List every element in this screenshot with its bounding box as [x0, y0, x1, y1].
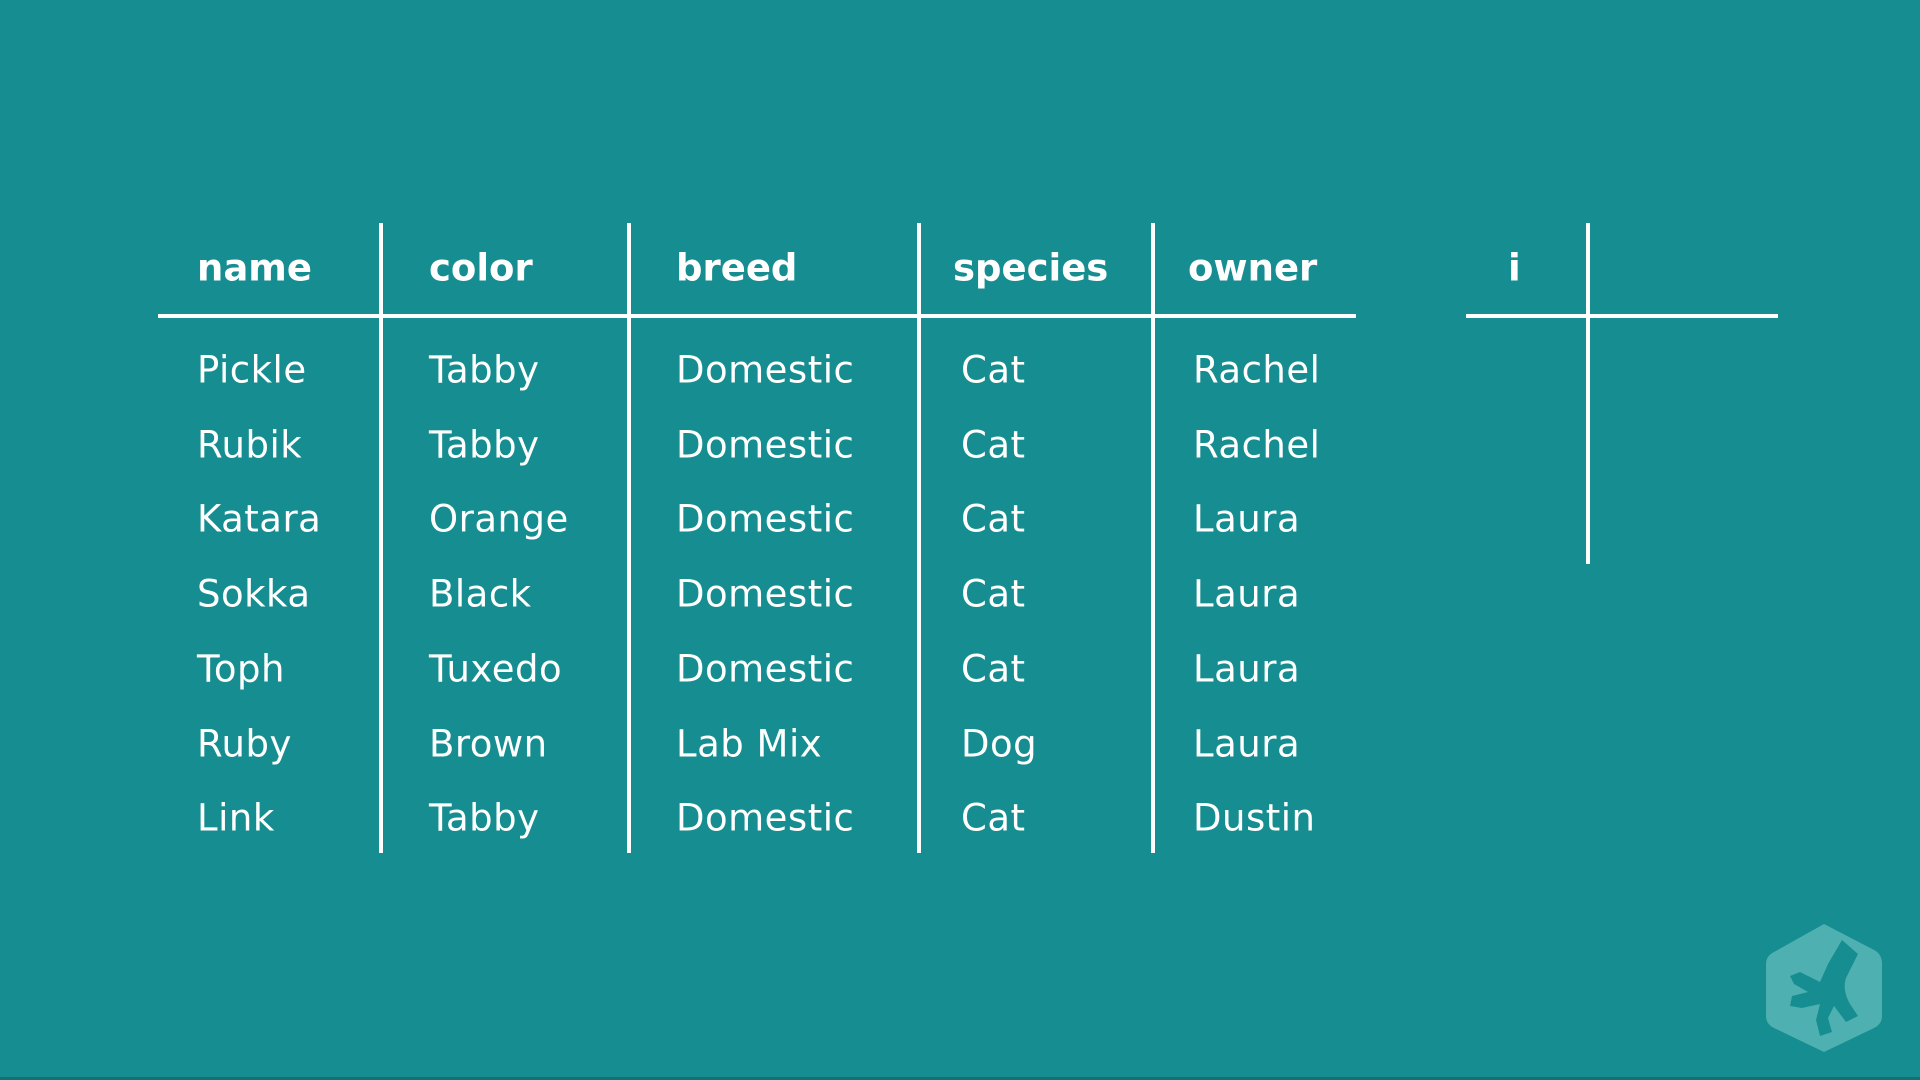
cell-owner: Rachel [1193, 423, 1321, 467]
cell-name: Sokka [197, 572, 311, 616]
column-divider [627, 223, 631, 853]
cell-breed: Domestic [676, 423, 855, 467]
cell-breed: Domestic [676, 796, 855, 840]
cell-breed: Domestic [676, 497, 855, 541]
cell-species: Cat [961, 348, 1026, 392]
cell-species: Cat [961, 423, 1026, 467]
cell-name: Katara [197, 497, 322, 541]
cell-color: Tabby [429, 423, 540, 467]
column-header-color: color [429, 246, 533, 290]
cell-color: Black [429, 572, 532, 616]
cell-owner: Laura [1193, 722, 1301, 765]
cell-owner: Laura [1193, 497, 1301, 541]
cell-species: Cat [961, 796, 1026, 840]
cell-breed: Domestic [676, 572, 855, 616]
cell-name: Ruby [197, 722, 292, 765]
bottom-edge [0, 1077, 1920, 1080]
cell-color: Tabby [429, 348, 540, 392]
index-header-divider [1466, 314, 1778, 318]
cell-name: Rubik [197, 423, 303, 467]
cell-color: Orange [429, 497, 569, 541]
cell-color: Tabby [429, 796, 540, 840]
cell-owner: Laura [1193, 572, 1301, 616]
column-header-name: name [197, 246, 312, 290]
column-divider [917, 223, 921, 853]
cell-name: Toph [197, 647, 285, 691]
header-divider [158, 314, 1356, 318]
cell-breed: Domestic [676, 647, 855, 691]
column-header-species: species [953, 246, 1109, 290]
cell-species: Dog [961, 722, 1038, 765]
cell-species: Cat [961, 497, 1026, 541]
column-header-breed: breed [676, 246, 798, 290]
cell-color: Tuxedo [429, 647, 563, 691]
cell-breed: Lab Mix [676, 722, 823, 765]
column-header-owner: owner [1188, 246, 1318, 290]
cell-name: Pickle [197, 348, 307, 392]
cell-name: Link [197, 796, 275, 840]
cell-owner: Rachel [1193, 348, 1321, 392]
column-divider [1151, 223, 1155, 853]
cell-owner: Dustin [1193, 796, 1316, 840]
cell-species: Cat [961, 647, 1026, 691]
cell-species: Cat [961, 572, 1026, 616]
treehouse-logo-icon [1766, 924, 1882, 1052]
index-column-divider [1586, 223, 1590, 564]
index-header-i: i [1508, 246, 1521, 290]
cell-owner: Laura [1193, 647, 1301, 691]
cell-color: Brown [429, 722, 548, 765]
column-divider [379, 223, 383, 853]
cell-breed: Domestic [676, 348, 855, 392]
